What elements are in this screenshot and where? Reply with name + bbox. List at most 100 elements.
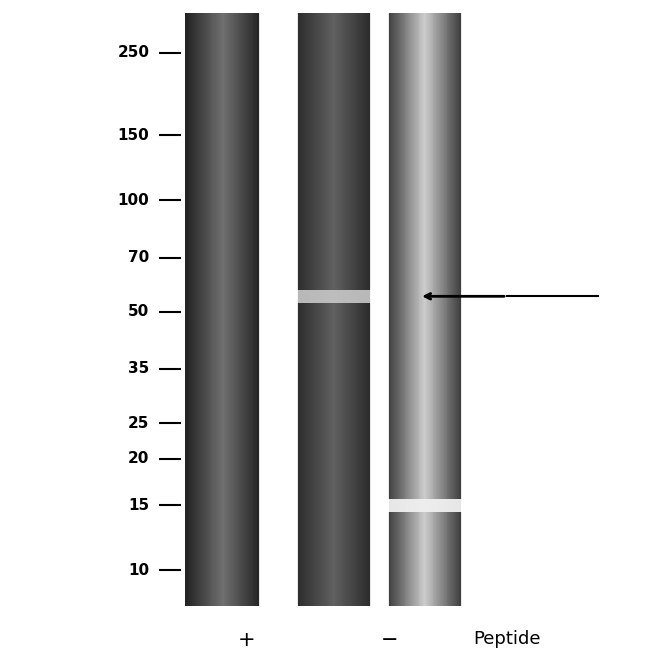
Bar (309, 13, 311, 606)
Bar (311, 13, 313, 606)
Bar (298, 13, 300, 606)
Bar (445, 13, 447, 606)
Bar (206, 13, 207, 606)
Bar (188, 13, 190, 606)
Bar (429, 13, 430, 606)
Bar (362, 13, 363, 606)
Bar (254, 13, 256, 606)
Bar (449, 13, 451, 606)
Bar (414, 13, 415, 606)
Bar (190, 13, 192, 606)
Bar (201, 13, 203, 606)
Bar (439, 13, 441, 606)
Bar (347, 13, 348, 606)
Bar (432, 13, 434, 606)
Bar (443, 13, 445, 606)
Bar (422, 13, 424, 606)
Bar (411, 13, 413, 606)
Bar (302, 13, 303, 606)
Bar (415, 13, 417, 606)
Bar (353, 13, 354, 606)
Bar (254, 13, 255, 606)
Bar (227, 13, 229, 606)
Bar (296, 13, 298, 606)
Bar (313, 13, 315, 606)
Text: 100: 100 (118, 192, 150, 208)
Bar (389, 13, 390, 606)
Bar (186, 13, 188, 606)
Bar (421, 13, 422, 606)
Bar (355, 13, 356, 606)
Bar (343, 13, 345, 606)
Bar (238, 13, 239, 606)
Bar (427, 13, 428, 606)
Bar (222, 13, 224, 606)
Bar (457, 13, 458, 606)
Bar (196, 13, 198, 606)
Bar (351, 13, 352, 606)
Bar (459, 13, 460, 606)
Bar (250, 13, 252, 606)
Bar (256, 13, 258, 606)
Bar (341, 13, 343, 606)
Bar (368, 13, 369, 606)
Bar (239, 13, 241, 606)
Bar (417, 13, 418, 606)
Bar (367, 13, 369, 606)
Bar (249, 13, 250, 606)
Text: 35: 35 (128, 362, 150, 376)
Bar (246, 13, 248, 606)
Text: 10: 10 (129, 563, 150, 578)
Bar (341, 13, 342, 606)
Bar (241, 13, 243, 606)
Bar (207, 13, 208, 606)
Bar (332, 13, 333, 606)
Bar (460, 13, 461, 606)
Bar (229, 13, 231, 606)
Bar (454, 13, 456, 606)
Bar (344, 13, 346, 606)
Bar (215, 13, 216, 606)
Bar (442, 13, 443, 606)
Bar (461, 13, 462, 606)
Bar (343, 13, 344, 606)
Bar (219, 13, 220, 606)
Bar (198, 13, 200, 606)
Bar (200, 13, 202, 606)
Bar (259, 13, 261, 606)
Bar (306, 13, 307, 606)
Bar (346, 13, 348, 606)
Bar (389, 13, 391, 606)
Bar (360, 13, 362, 606)
Bar (185, 13, 187, 606)
Bar (334, 13, 335, 606)
Bar (296, 290, 370, 303)
Bar (305, 13, 307, 606)
Bar (258, 13, 260, 606)
Bar (222, 13, 224, 606)
Bar (328, 13, 329, 606)
Bar (391, 13, 392, 606)
Bar (369, 13, 370, 606)
Bar (340, 13, 341, 606)
Bar (213, 13, 215, 606)
Bar (198, 13, 199, 606)
Bar (432, 13, 433, 606)
Bar (338, 13, 339, 606)
Bar (214, 13, 216, 606)
Bar (424, 13, 426, 606)
Bar (393, 13, 395, 606)
Bar (226, 13, 228, 606)
Text: +: + (238, 630, 256, 650)
Bar (194, 13, 195, 606)
Bar (425, 13, 426, 606)
Bar (408, 13, 410, 606)
Text: 50: 50 (128, 304, 150, 319)
Bar (313, 13, 314, 606)
Bar (318, 13, 320, 606)
Bar (348, 13, 350, 606)
Bar (458, 13, 460, 606)
Bar (417, 13, 419, 606)
Bar (317, 13, 318, 606)
Bar (187, 13, 188, 606)
